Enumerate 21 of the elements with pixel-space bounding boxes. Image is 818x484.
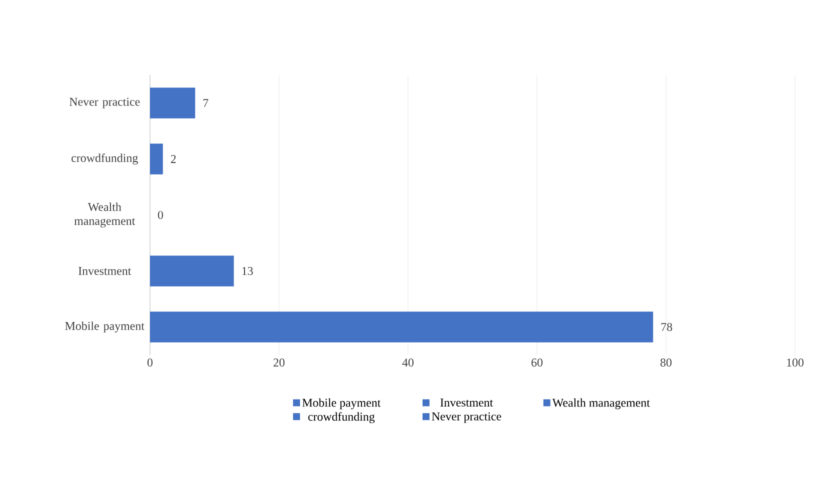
data-label: 7	[203, 99, 208, 107]
legend-label: Never practice	[432, 412, 502, 423]
data-label: 0	[158, 210, 164, 220]
y-tick-label: Wealth management	[74, 202, 136, 228]
x-tick-label: 0	[147, 358, 153, 367]
x-tick-label: 60	[532, 358, 543, 367]
legend-label: Investment	[440, 398, 494, 407]
data-label: 2	[170, 155, 176, 163]
y-tick-label: Mobile payment	[65, 322, 144, 332]
x-tick-label: 80	[660, 358, 672, 367]
legend-label: Mobile payment	[302, 398, 381, 410]
legend-label: crowdfunding	[308, 412, 375, 424]
y-tick-label: Never practice	[69, 98, 140, 108]
data-label: 13	[242, 266, 253, 276]
data-label: 78	[661, 322, 672, 332]
legend-label: Wealth management	[552, 398, 650, 410]
x-tick-label: 40	[402, 358, 414, 367]
x-tick-label: 100	[787, 358, 804, 367]
x-tick-label: 20	[274, 358, 285, 367]
y-tick-label: Investment	[78, 267, 132, 275]
y-tick-label: crowdfunding	[72, 154, 138, 164]
